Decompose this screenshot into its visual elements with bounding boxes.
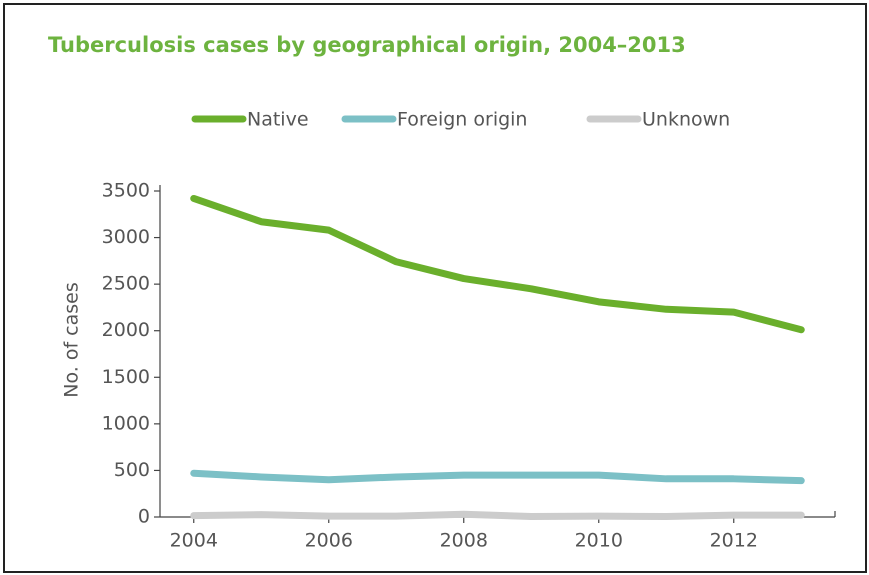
line-series xyxy=(190,469,805,485)
frame xyxy=(3,3,867,573)
y-tick-label: 3500 xyxy=(102,180,150,202)
chart-title: Tuberculosis cases by geographical origi… xyxy=(48,33,686,57)
y-tick-label: 2500 xyxy=(102,273,150,295)
x-tick-label: 2006 xyxy=(305,530,353,552)
y-tick-label: 1500 xyxy=(102,366,150,388)
y-tick-label: 3000 xyxy=(102,226,150,248)
y-tick-label: 1000 xyxy=(102,412,150,434)
x-tick-label: 2012 xyxy=(710,530,758,552)
y-tick-label: 0 xyxy=(138,506,150,528)
y-tick-label: 2000 xyxy=(102,319,150,341)
legend-label: Unknown xyxy=(642,109,730,131)
legend-label: Native xyxy=(247,109,309,131)
x-tick-label: 2008 xyxy=(440,530,488,552)
line-series xyxy=(190,510,805,521)
legend-label: Foreign origin xyxy=(397,109,527,131)
x-tick-label: 2010 xyxy=(575,530,623,552)
x-tick-label: 2004 xyxy=(170,530,218,552)
y-axis-label: No. of cases xyxy=(61,282,83,398)
y-tick-label: 500 xyxy=(114,459,150,481)
line-series xyxy=(190,194,805,334)
